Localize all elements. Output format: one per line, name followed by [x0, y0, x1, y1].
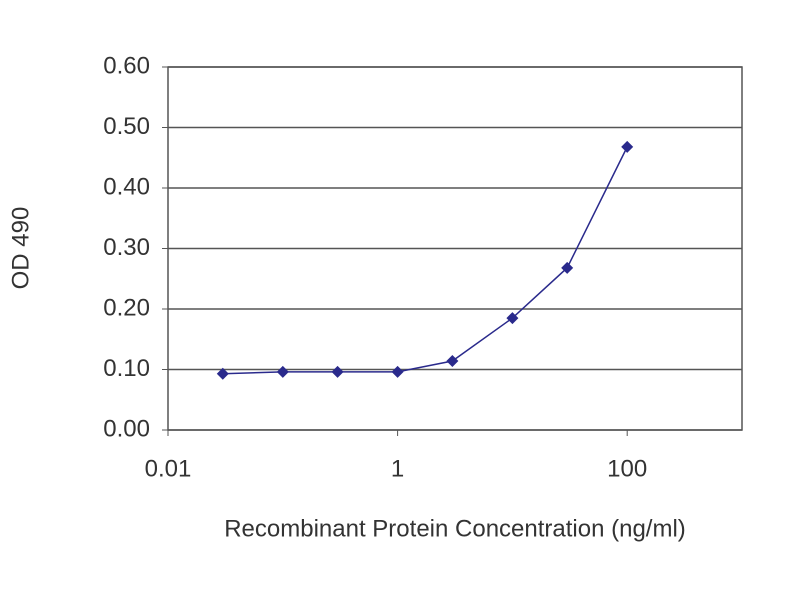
y-tick-label: 0.60	[103, 52, 150, 79]
data-point	[561, 261, 574, 274]
data-point	[446, 355, 459, 368]
y-tick-label: 0.30	[103, 234, 150, 261]
data-point	[331, 365, 344, 378]
y-tick-label: 0.40	[103, 173, 150, 200]
series-line	[222, 146, 628, 375]
y-tick-label: 0.50	[103, 113, 150, 140]
data-point	[216, 367, 229, 380]
data-point	[621, 140, 634, 153]
y-tick-label: 0.00	[103, 415, 150, 442]
data-point	[506, 312, 519, 325]
data-point	[391, 365, 404, 378]
x-tick-label: 100	[607, 455, 647, 482]
data-point	[276, 365, 289, 378]
y-tick-label: 0.10	[103, 355, 150, 382]
x-tick-label: 1	[391, 455, 404, 482]
x-axis-label: Recombinant Protein Concentration (ng/ml…	[224, 515, 686, 542]
y-axis-label: OD 490	[7, 207, 34, 290]
x-tick-label: 0.01	[145, 455, 192, 482]
y-tick-label: 0.20	[103, 294, 150, 321]
